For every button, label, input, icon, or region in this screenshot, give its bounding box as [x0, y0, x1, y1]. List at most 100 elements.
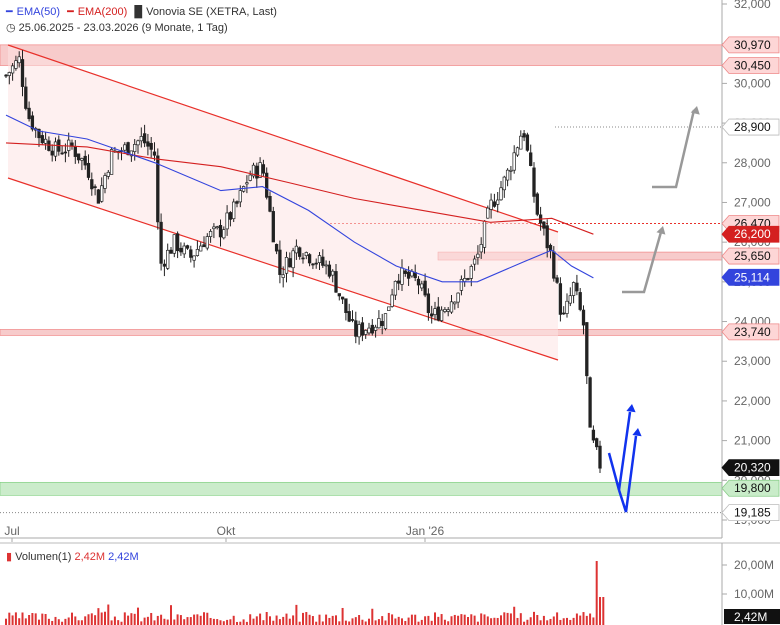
- volume-bar: [414, 614, 417, 625]
- price-label: 25,114: [734, 270, 770, 284]
- candle-body: [360, 322, 365, 336]
- volume-bar: [377, 619, 380, 625]
- volume-bar: [123, 612, 126, 625]
- volume-bar: [536, 614, 539, 625]
- candle-body: [47, 140, 51, 151]
- volume-bar: [410, 614, 413, 625]
- candle-body: [505, 169, 510, 181]
- price-label-box: [721, 323, 780, 341]
- candle-body: [60, 152, 64, 155]
- volume-bar: [133, 613, 136, 625]
- candle-body: [284, 257, 289, 274]
- volume-bar: [562, 618, 565, 625]
- volume-bar: [335, 615, 337, 625]
- candle-body: [380, 320, 384, 327]
- volume-bar: [351, 618, 354, 625]
- candle-body: [251, 164, 256, 177]
- candle-body: [146, 141, 150, 147]
- price-tick-label: 32,000: [734, 0, 771, 11]
- candle-body: [109, 149, 114, 175]
- volume-bar: [361, 619, 364, 625]
- volume-bar: [341, 607, 344, 625]
- price-label-box: [721, 36, 780, 54]
- price-label-box: [721, 459, 780, 477]
- instrument-label: Vonovia SE (XETRA, Last): [146, 6, 277, 18]
- candle-body: [103, 175, 107, 189]
- candle-body: [10, 65, 15, 74]
- candle-body: [459, 279, 464, 291]
- volume-bar: [219, 620, 222, 625]
- volume-bar: [54, 616, 57, 625]
- volume-bar: [338, 621, 341, 625]
- candle-body: [357, 324, 361, 338]
- volume-bar: [249, 614, 252, 625]
- volume-bar: [572, 617, 575, 625]
- candle-body: [400, 267, 404, 285]
- volume-bar: [196, 614, 199, 625]
- zone-support-19: [0, 481, 723, 496]
- volume-bar: [523, 621, 526, 625]
- candle-body: [423, 280, 427, 296]
- candle-body: [581, 309, 586, 326]
- candle-body: [301, 257, 305, 260]
- volume-bar: [325, 614, 328, 625]
- price-label-box: [721, 118, 780, 136]
- price-label: 23,740: [734, 325, 771, 339]
- volume-bar: [513, 606, 516, 625]
- volume-bar: [394, 618, 397, 625]
- volume-bar: [460, 614, 463, 625]
- volume-bar: [417, 621, 420, 625]
- candle-body: [565, 300, 569, 314]
- candle-body: [443, 309, 447, 312]
- candle-body: [334, 271, 338, 293]
- volume-bar: [476, 621, 479, 625]
- candle-body: [304, 252, 308, 257]
- volume-value-red: 2,42M: [74, 551, 106, 563]
- volume-bar: [259, 613, 262, 625]
- volume-bar: [424, 616, 427, 625]
- ema50-legend: EMA(50): [16, 6, 61, 18]
- candle-body: [235, 201, 239, 204]
- volume-bar: [453, 614, 456, 625]
- volume-bar: [272, 620, 275, 625]
- candle-body: [393, 280, 398, 296]
- volume-bar: [18, 618, 21, 625]
- volume-bar: [348, 621, 351, 625]
- candle-body: [139, 136, 143, 142]
- candle-body: [591, 429, 596, 441]
- candle-body: [496, 199, 500, 205]
- candle-body: [525, 134, 530, 151]
- volume-bar: [166, 619, 169, 625]
- volume-bar: [288, 618, 291, 625]
- candle-body: [30, 115, 35, 130]
- volume-bar: [212, 618, 215, 625]
- volume-bar: [315, 621, 318, 625]
- volume-bar: [183, 619, 186, 625]
- volume-bar: [407, 617, 410, 625]
- volume-bar: [509, 613, 512, 625]
- candle-body: [53, 141, 58, 157]
- volume-bar: [245, 621, 248, 625]
- candle-body: [344, 298, 348, 313]
- volume-bar: [28, 615, 31, 625]
- candle-body: [248, 174, 252, 181]
- candle-body: [373, 326, 378, 331]
- volume-bar: [331, 615, 334, 625]
- ema50-line: [5, 114, 594, 283]
- projection-arrows: [607, 106, 700, 513]
- volume-bar: [503, 612, 506, 625]
- volume-bar: [443, 619, 446, 625]
- volume-bar: [222, 621, 225, 625]
- candle-body: [245, 182, 249, 185]
- volume-bar: [150, 612, 153, 625]
- volume-bar: [265, 612, 268, 625]
- volume-bar: [24, 618, 27, 625]
- price-label: 26,200: [734, 227, 771, 241]
- volume-bar: [308, 614, 311, 625]
- candle-body: [162, 263, 167, 267]
- candle-body: [598, 445, 602, 469]
- blue-arrow-first: [607, 411, 632, 491]
- volume-icon: ▮: [6, 551, 13, 563]
- volume-bar: [229, 619, 232, 625]
- volume-bar: [104, 611, 106, 625]
